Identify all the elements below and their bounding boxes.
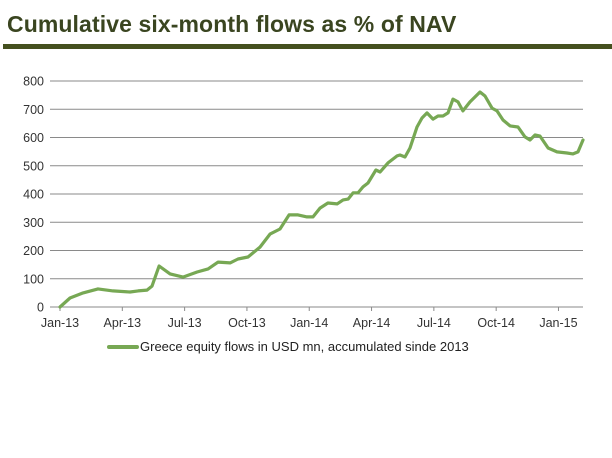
y-tick-label: 800 (23, 75, 44, 89)
y-tick-label: 400 (23, 188, 44, 202)
x-tick-label: Apr-13 (104, 316, 142, 330)
y-tick-label: 700 (23, 103, 44, 117)
legend-label: Greece equity flows in USD mn, accumulat… (140, 339, 469, 354)
x-tick-label: Oct-13 (228, 316, 266, 330)
x-tick-label: Oct-14 (477, 316, 515, 330)
x-tick-label: Jul-13 (168, 316, 202, 330)
y-tick-label: 500 (23, 159, 44, 173)
y-tick-label: 600 (23, 131, 44, 145)
title-rule (3, 44, 612, 49)
x-tick-label: Apr-14 (353, 316, 391, 330)
x-tick-label: Jul-14 (417, 316, 451, 330)
y-tick-label: 0 (37, 301, 44, 315)
x-tick-label: Jan-13 (41, 316, 79, 330)
x-tick-label: Jan-15 (539, 316, 577, 330)
y-tick-label: 200 (23, 244, 44, 258)
x-tick-label: Jan-14 (290, 316, 328, 330)
y-tick-label: 300 (23, 216, 44, 230)
y-tick-label: 100 (23, 272, 44, 286)
legend-swatch (107, 344, 139, 349)
series-line-greece-equity-flows (58, 90, 585, 309)
chart-title: Cumulative six-month flows as % of NAV (7, 11, 457, 37)
legend: Greece equity flows in USD mn, accumulat… (107, 339, 469, 354)
